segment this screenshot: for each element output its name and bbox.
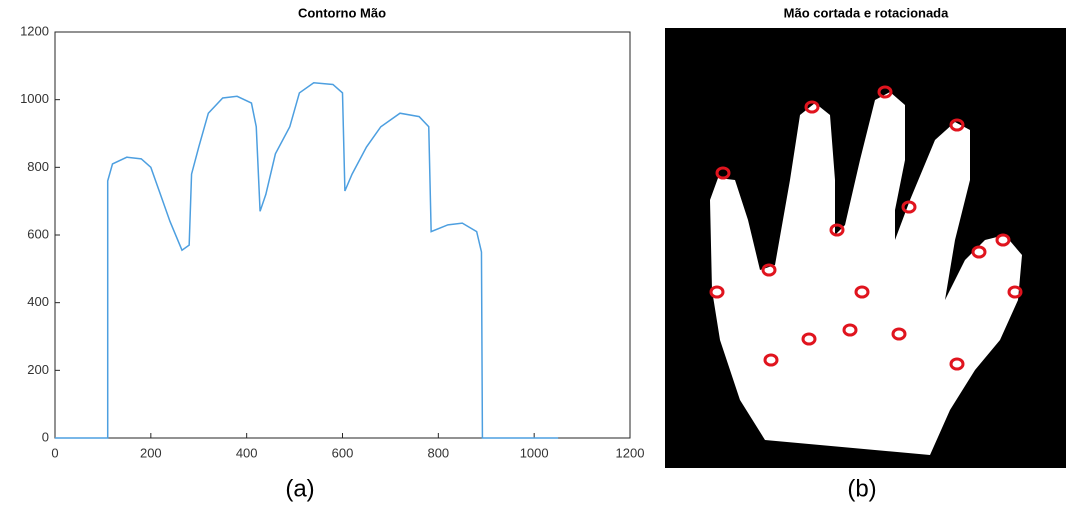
keypoint <box>901 200 917 214</box>
x-tick-label: 400 <box>236 445 258 460</box>
y-tick-label: 200 <box>27 362 49 377</box>
x-tick-label: 800 <box>427 445 449 460</box>
keypoint <box>877 85 893 99</box>
keypoint <box>949 118 965 132</box>
y-tick-label: 1000 <box>20 91 49 106</box>
keypoint <box>971 245 987 259</box>
x-tick-label: 1200 <box>616 445 645 460</box>
keypoints <box>709 85 1023 371</box>
x-tick-label: 1000 <box>520 445 549 460</box>
keypoint <box>709 285 725 299</box>
y-tick-label: 1200 <box>20 23 49 38</box>
keypoint <box>804 100 820 114</box>
y-tick-label: 0 <box>42 429 49 444</box>
line <box>55 81 559 439</box>
keypoint <box>1007 285 1023 299</box>
keypoint <box>949 357 965 371</box>
keypoint <box>842 323 858 337</box>
keypoint <box>761 263 777 277</box>
keypoint <box>995 233 1011 247</box>
y-tick-label: 400 <box>27 294 49 309</box>
hand <box>710 92 1022 455</box>
x-tick-label: 600 <box>332 445 354 460</box>
keypoint <box>801 332 817 346</box>
keypoint <box>891 327 907 341</box>
keypoint <box>854 285 870 299</box>
y-tick-label: 600 <box>27 226 49 241</box>
y-tick-label: 800 <box>27 159 49 174</box>
x-tick-label: 0 <box>51 445 58 460</box>
keypoint <box>715 166 731 180</box>
image-title: Mão cortada e rotacionada <box>784 5 949 20</box>
x-tick-label: 200 <box>140 445 162 460</box>
keypoint <box>763 353 779 367</box>
keypoint <box>829 223 845 237</box>
caption: (b) <box>847 475 876 502</box>
chart-title: Contorno Mão <box>298 5 386 20</box>
caption: (a) <box>285 475 314 502</box>
